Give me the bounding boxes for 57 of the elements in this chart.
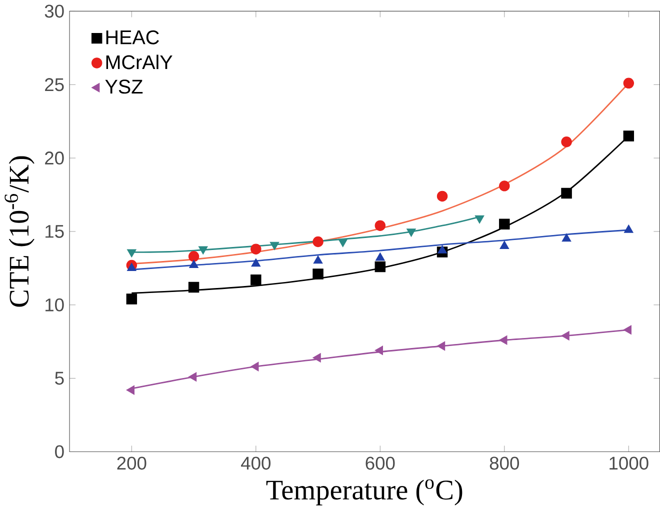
- point: [126, 294, 138, 304]
- point: [250, 244, 262, 254]
- point: [623, 78, 634, 88]
- legend-label: HEAC: [106, 30, 159, 44]
- point: [338, 238, 348, 248]
- point: [374, 261, 386, 272]
- y-tick-label: 15: [46, 225, 64, 238]
- point: [126, 385, 134, 395]
- point: [188, 282, 200, 293]
- point: [623, 325, 632, 335]
- point: [438, 245, 447, 254]
- point: [562, 233, 572, 242]
- x-tick-label: 200: [117, 456, 146, 470]
- x-tick-label: 800: [490, 456, 520, 470]
- point: [312, 268, 324, 280]
- point: [623, 130, 634, 142]
- point: [374, 346, 383, 356]
- point: [250, 362, 259, 372]
- point: [561, 188, 572, 199]
- x-tick-label: 600: [366, 456, 395, 470]
- point: [126, 262, 136, 271]
- point: [188, 372, 197, 382]
- point: [375, 252, 385, 261]
- legend-label: YSZ: [105, 80, 143, 94]
- point: [499, 180, 510, 192]
- point: [312, 236, 324, 248]
- point: [312, 353, 321, 362]
- point: [270, 242, 280, 250]
- point: [188, 251, 200, 262]
- x-axis-title: Temperature ($^{o}$C): [266, 479, 462, 506]
- y-tick-label: 30: [44, 4, 64, 18]
- y-tick-label: 0: [55, 445, 64, 458]
- point: [198, 246, 208, 254]
- y-tick-label: 25: [45, 78, 64, 92]
- point: [313, 255, 323, 264]
- point: [499, 335, 508, 345]
- y-tick-label: 10: [46, 298, 64, 312]
- x-tick-label: 400: [241, 456, 271, 470]
- point: [499, 218, 510, 230]
- y-axis-title: CTE (10$^{-6}$/K): [4, 156, 34, 307]
- point: [436, 190, 448, 202]
- legend-label: MCrAlY: [106, 54, 172, 70]
- y-tick-label: 5: [55, 372, 64, 385]
- point: [436, 341, 446, 351]
- x-tick-label: 1000: [610, 456, 648, 470]
- point: [189, 260, 198, 268]
- point: [561, 136, 572, 148]
- point: [250, 274, 262, 286]
- point: [624, 224, 634, 233]
- point: [474, 215, 484, 224]
- point: [406, 228, 416, 237]
- point: [251, 258, 261, 267]
- point: [374, 220, 386, 231]
- y-tick-label: 20: [45, 152, 64, 165]
- point: [126, 249, 136, 258]
- point: [500, 240, 510, 249]
- point: [561, 331, 570, 340]
